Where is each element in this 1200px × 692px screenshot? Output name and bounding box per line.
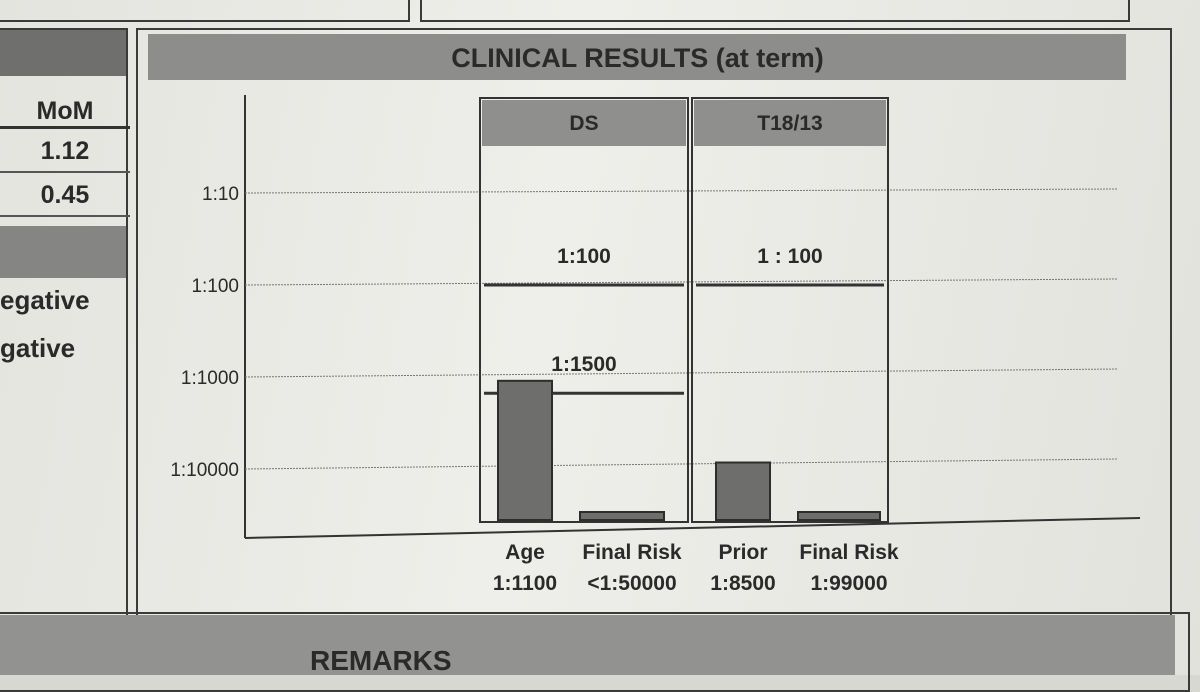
group-2-bar-label-1: Prior bbox=[718, 541, 767, 564]
mom-header: MoM bbox=[0, 93, 130, 129]
group-2-bar-value-2: 1:99000 bbox=[810, 572, 887, 595]
mom-value-1: 1.12 bbox=[0, 129, 130, 173]
group-1-bar-label-1: Age bbox=[505, 541, 545, 564]
group-2-bar-value-1: 1:8500 bbox=[710, 572, 775, 595]
group-1-bar-label-2: Final Risk bbox=[582, 541, 682, 564]
group-2-title: T18/13 bbox=[757, 112, 822, 135]
group-1-bar-2 bbox=[579, 511, 665, 521]
group-1-header bbox=[482, 100, 686, 146]
top-right-box bbox=[420, 0, 1130, 22]
group-1-cutoff-label-1: 1:100 bbox=[557, 245, 611, 268]
clinical-results-header bbox=[148, 34, 1126, 80]
mom-value-2: 0.45 bbox=[0, 173, 130, 217]
group-1-bar-1 bbox=[497, 379, 553, 522]
group-2-bar-2 bbox=[797, 511, 881, 521]
y-tick-label-1: 1:10 bbox=[202, 184, 239, 205]
remarks-header bbox=[0, 615, 1175, 675]
y-tick-label-4: 1:10000 bbox=[170, 460, 239, 481]
risk-chart: 1:10 1:100 1:1000 1:10000 DS 1:100 1:1500 Age 1:… bbox=[170, 95, 1141, 595]
gridline-2 bbox=[244, 278, 1119, 286]
gridline-4 bbox=[244, 458, 1119, 470]
group-1-bar-value-2: <1:50000 bbox=[587, 572, 676, 595]
group-2-bar-label-2: Final Risk bbox=[799, 541, 899, 564]
group-2-cutoff-label-1: 1 : 100 bbox=[757, 245, 822, 268]
y-tick-label-3: 1:1000 bbox=[181, 368, 239, 389]
result-text-2: gative bbox=[0, 333, 76, 363]
top-left-box bbox=[0, 0, 410, 22]
group-2-header bbox=[694, 100, 886, 146]
gridline-1 bbox=[244, 188, 1119, 194]
x-axis-line bbox=[244, 517, 1141, 539]
group-1-bar-value-1: 1:1100 bbox=[493, 572, 557, 595]
result-text-1: egative bbox=[0, 285, 90, 315]
gridline-3 bbox=[244, 368, 1119, 378]
group-1-cutoff-label-2: 1:1500 bbox=[551, 353, 616, 376]
left-panel-header bbox=[0, 30, 126, 76]
y-tick-label-2: 1:100 bbox=[191, 276, 239, 297]
group-2-bar-1 bbox=[715, 461, 771, 521]
left-panel-subheader bbox=[0, 226, 126, 278]
group-2-frame bbox=[691, 97, 889, 523]
group-1-title: DS bbox=[569, 112, 598, 135]
remarks-title: REMARKS bbox=[310, 645, 452, 676]
clinical-results-title: CLINICAL RESULTS (at term) bbox=[451, 43, 824, 73]
group-1-frame bbox=[479, 97, 689, 523]
